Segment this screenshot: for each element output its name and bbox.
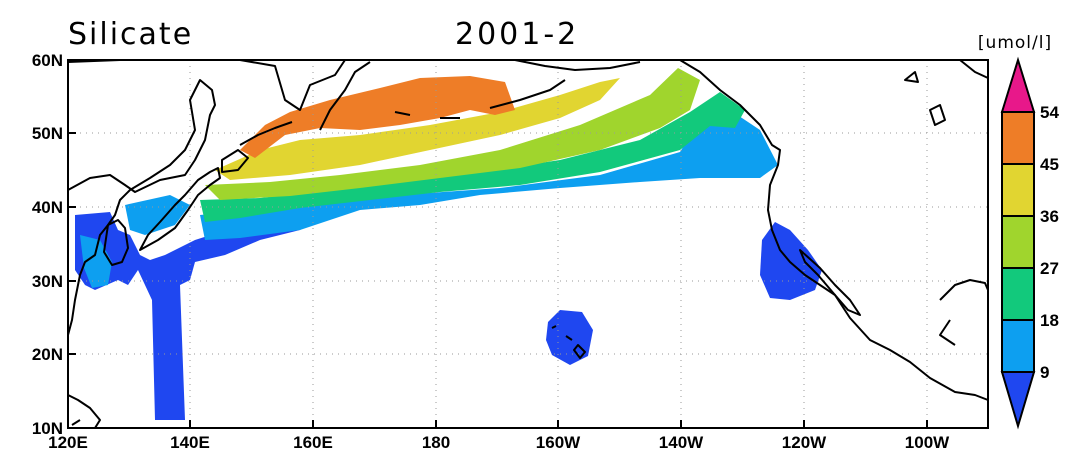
band-36-45 bbox=[215, 78, 620, 180]
x-axis-labels: 120E 140E 160E 180 160W 140W 120W 100W bbox=[48, 433, 950, 452]
map-panel: 120E 140E 160E 180 160W 140W 120W 100W 6… bbox=[32, 51, 989, 452]
philippine-coast bbox=[67, 394, 101, 429]
colorbar-label: 18 bbox=[1040, 311, 1059, 330]
band-below-9 bbox=[75, 210, 330, 420]
x-tick-label: 140E bbox=[170, 433, 210, 452]
x-tick-label: 120W bbox=[782, 433, 827, 452]
colorbar-labels: 54 45 36 27 18 9 bbox=[1040, 103, 1059, 382]
colorbar-top-triangle bbox=[1000, 56, 1036, 113]
colorbar-label: 54 bbox=[1040, 103, 1059, 122]
colorbar-segment-45-54 bbox=[1001, 111, 1035, 165]
band-27-36 bbox=[205, 68, 700, 200]
coastlines bbox=[67, 59, 989, 429]
y-tick-label: 50N bbox=[32, 124, 63, 143]
x-tick-label: 140W bbox=[659, 433, 704, 452]
hawaii-islands bbox=[551, 325, 586, 359]
north-america-coast bbox=[514, 59, 989, 401]
colorbar-label: 9 bbox=[1040, 363, 1049, 382]
tick-marks bbox=[67, 59, 928, 429]
map-frame bbox=[67, 59, 989, 429]
korea-coast bbox=[103, 219, 129, 266]
aleutian-arc bbox=[394, 79, 566, 119]
band-9-18 bbox=[80, 110, 778, 288]
colorbar-bottom-triangle bbox=[1000, 371, 1036, 430]
graticule bbox=[68, 60, 988, 428]
y-tick-label: 30N bbox=[32, 272, 63, 291]
baja-coast bbox=[799, 249, 861, 316]
japan-coast bbox=[139, 149, 249, 251]
y-tick-label: 60N bbox=[32, 51, 63, 70]
colorbar-segment-27-36 bbox=[1001, 215, 1035, 269]
silicate-field bbox=[75, 68, 822, 420]
x-tick-label: 120E bbox=[48, 433, 88, 452]
x-tick-label: 180 bbox=[422, 433, 450, 452]
small-islands bbox=[904, 71, 946, 126]
x-tick-label: 100W bbox=[905, 433, 950, 452]
colorbar-label: 27 bbox=[1040, 259, 1059, 278]
colorbar-label: 45 bbox=[1040, 155, 1059, 174]
band-45-54 bbox=[240, 76, 515, 158]
date-title: 2001-2 bbox=[455, 17, 579, 52]
x-tick-label: 160W bbox=[536, 433, 581, 452]
colorbar-segment-18-27 bbox=[1001, 267, 1035, 321]
variable-title: Silicate bbox=[68, 17, 193, 52]
y-tick-label: 10N bbox=[32, 419, 63, 438]
x-tick-label: 160E bbox=[293, 433, 333, 452]
colorbar-segment-9-18 bbox=[1001, 319, 1035, 373]
kamchatka-coast bbox=[239, 61, 371, 146]
colorbar-label: 36 bbox=[1040, 207, 1059, 226]
y-tick-label: 20N bbox=[32, 345, 63, 364]
colorbar-segment-36-45 bbox=[1001, 163, 1035, 217]
y-tick-label: 40N bbox=[32, 198, 63, 217]
central-america-coast bbox=[939, 279, 989, 346]
colorbar-unit: [umol/l] bbox=[978, 33, 1052, 53]
colorbar: [umol/l] 54 45 36 27 18 9 bbox=[978, 33, 1059, 430]
y-axis-labels: 60N 50N 40N 30N 20N 10N bbox=[32, 51, 63, 438]
